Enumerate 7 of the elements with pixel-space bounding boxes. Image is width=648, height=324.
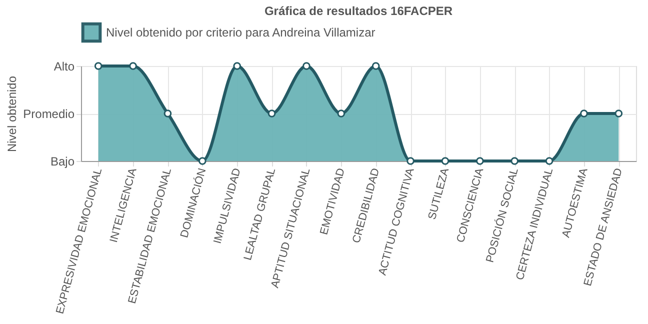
category-label: Alto bbox=[54, 60, 74, 74]
x-tick-label: LEALTAD GRUPAL bbox=[242, 166, 278, 262]
legend-label: Nivel obtenido por criterio para Andreina Villamizar bbox=[106, 26, 376, 40]
chart-title: Gráfica de resultados 16FACPER bbox=[264, 4, 453, 18]
y-axis-title: Nivel obtenido bbox=[5, 76, 20, 152]
category-label: Bajo bbox=[50, 154, 74, 168]
category-label: Promedio bbox=[23, 107, 74, 121]
